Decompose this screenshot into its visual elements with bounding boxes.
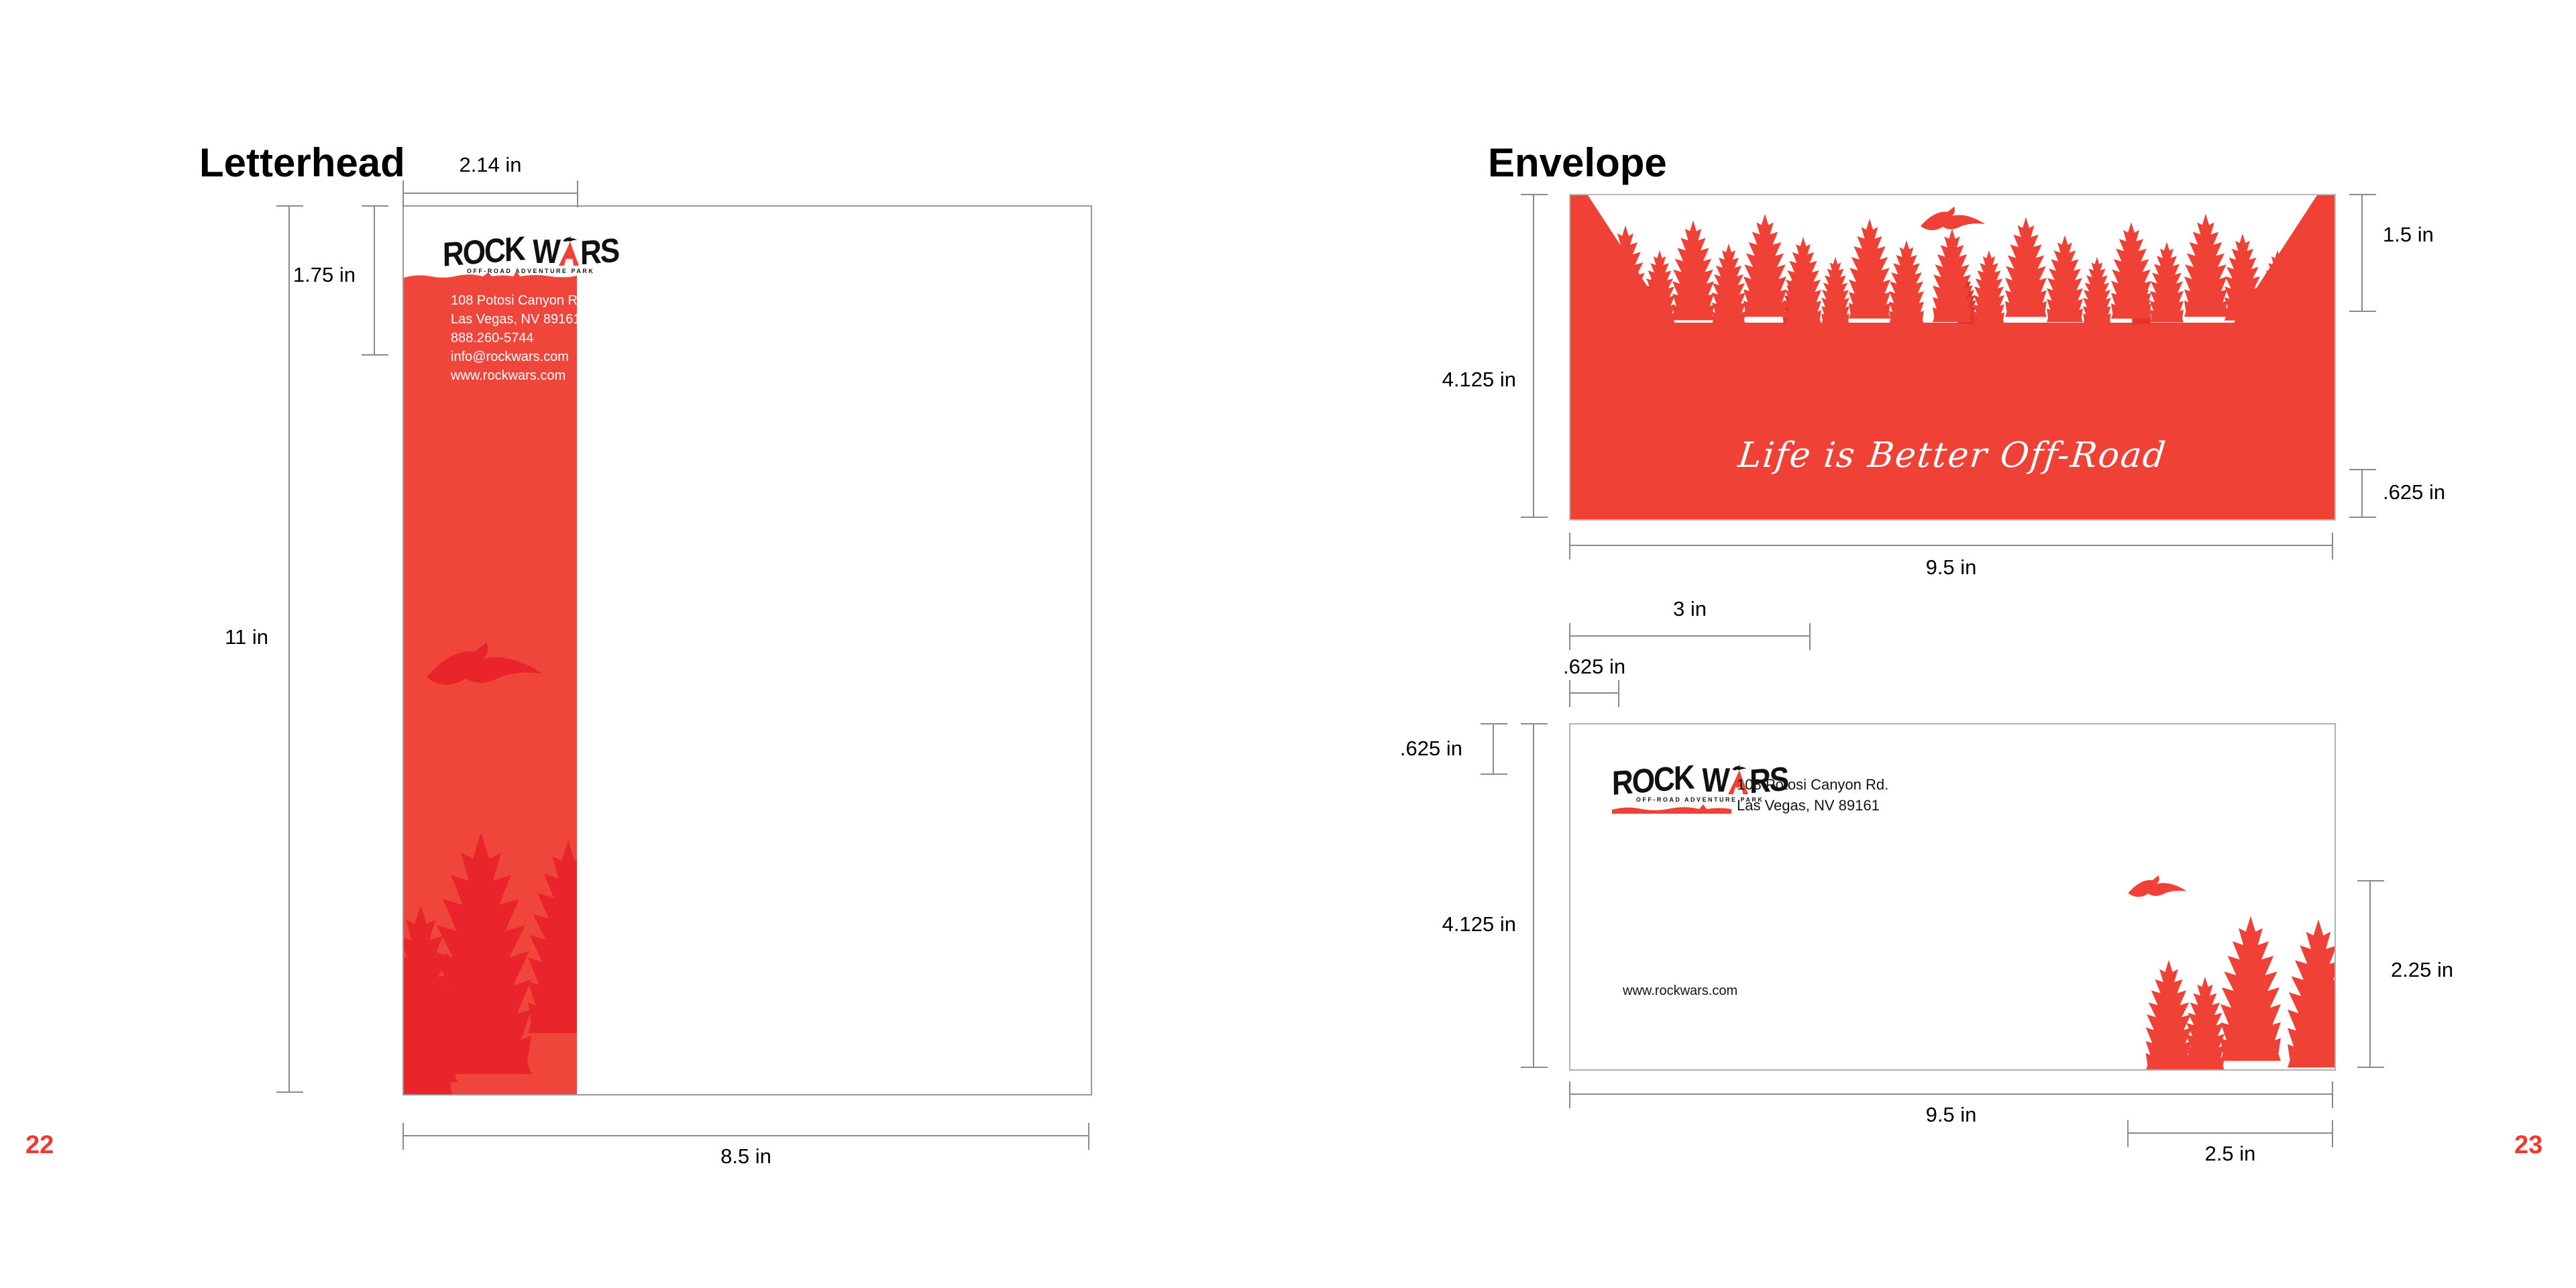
logo-text-w: W xyxy=(1701,761,1729,800)
logo-text-w: W xyxy=(531,233,560,271)
dim-line-bar-width xyxy=(402,180,578,207)
dim-line-header-height xyxy=(362,205,388,356)
envelope-back-design: Life is Better Off-Road xyxy=(1569,194,2336,521)
address-website: www.rockwars.com xyxy=(451,368,566,383)
dim-label-trees-width: 2.5 in xyxy=(2204,1142,2256,1165)
treeline-flap-graphic xyxy=(1570,195,2334,324)
dim-label-back-height: 4.125 in xyxy=(1442,368,1516,391)
letterhead-red-sidebar: 108 Potosi Canyon Rd. Las Vegas, NV 8916… xyxy=(404,271,589,1094)
letterhead-sheet: ROCK W RS OFF-ROAD ADVENTURE PARK 108 Po… xyxy=(402,205,1092,1095)
sidebar-wave-edge xyxy=(404,271,577,283)
dim-label-front-width: 9.5 in xyxy=(1925,1103,1977,1126)
dim-line-trees-height xyxy=(2357,880,2384,1068)
letterhead-title: Letterhead xyxy=(199,140,405,186)
address-phone: 888.260-5744 xyxy=(451,331,534,345)
dim-label-logo-block-width: 3 in xyxy=(1673,597,1707,621)
rockwars-logo-wordmark: ROCK W RS xyxy=(442,229,619,274)
logo-tagline: OFF-ROAD ADVENTURE PARK xyxy=(466,268,595,274)
dim-line-back-height xyxy=(1521,194,1548,518)
dim-line-flap-height xyxy=(2349,194,2376,312)
page-number-right: 23 xyxy=(2514,1131,2543,1159)
logo-bird-icon xyxy=(1732,765,1748,771)
dim-line-page-height xyxy=(276,205,303,1093)
address-line-2: Las Vegas, NV 89161 xyxy=(451,312,581,327)
rockwars-logo: ROCK W RS OFF-ROAD ADVENTURE PARK xyxy=(442,229,619,274)
envelope-website: www.rockwars.com xyxy=(1623,983,1738,998)
logo-text-rock: ROCK xyxy=(1611,758,1694,803)
dim-label-front-height: 4.125 in xyxy=(1442,912,1516,936)
address-email: info@rockwars.com xyxy=(451,350,569,364)
dim-line-front-height xyxy=(1521,723,1548,1068)
dim-line-logo-block-width xyxy=(1569,623,1811,650)
corner-trees-graphic xyxy=(2128,875,2334,1069)
pine-trees-silhouette xyxy=(404,833,577,1094)
logo-ground-swoosh xyxy=(1612,804,1731,814)
address-line-1: 108 Potosi Canyon Rd. xyxy=(1737,776,1889,793)
letterhead-address-block: 108 Potosi Canyon Rd. Las Vegas, NV 8916… xyxy=(451,291,589,385)
dim-line-bottom-margin xyxy=(2349,469,2376,518)
dim-label-bar-width: 2.14 in xyxy=(459,153,522,176)
envelope-front-design: ROCK W RS OFF-ROAD ADVENTURE PARK 108 Po… xyxy=(1569,723,2336,1071)
rockwars-logo-front: ROCK W RS OFF-ROAD ADVENTURE PARK xyxy=(1612,758,1788,814)
dim-line-trees-width xyxy=(2127,1120,2333,1147)
dim-label-trees-height: 2.25 in xyxy=(2391,958,2454,981)
dim-label-flap-height: 1.5 in xyxy=(2383,223,2434,246)
envelope-back-red-body xyxy=(1570,323,2334,519)
dim-label-page-height: 11 in xyxy=(225,625,268,649)
logo-text-rock: ROCK xyxy=(442,229,525,274)
dim-label-bottom-margin: .625 in xyxy=(2383,480,2446,504)
flying-bird-silhouette xyxy=(424,641,545,694)
dim-label-page-width: 8.5 in xyxy=(720,1144,771,1168)
address-line-2: Las Vegas, NV 89161 xyxy=(1737,797,1880,814)
dim-label-header-height: 1.75 in xyxy=(292,263,356,286)
logo-text-rs: RS xyxy=(580,231,619,272)
envelope-tagline-script: Life is Better Off-Road xyxy=(1736,435,2169,476)
page-number-left: 22 xyxy=(25,1131,54,1159)
logo-rock-a xyxy=(559,241,580,266)
dim-line-page-width xyxy=(402,1123,1089,1150)
logo-tagline: OFF-ROAD ADVENTURE PARK xyxy=(1635,796,1764,803)
envelope-return-address: 108 Potosi Canyon Rd. Las Vegas, NV 8916… xyxy=(1737,774,1888,816)
dim-line-logo-inset-x xyxy=(1569,680,1619,707)
envelope-title: Envelope xyxy=(1488,140,1667,186)
dim-label-logo-inset-y: .625 in xyxy=(1399,737,1462,760)
address-line-1: 108 Potosi Canyon Rd. xyxy=(451,293,589,308)
dim-label-logo-inset-x: .625 in xyxy=(1563,655,1626,678)
dim-line-back-width xyxy=(1569,533,2333,559)
logo-bird-icon xyxy=(563,236,578,243)
dim-line-front-width xyxy=(1569,1081,2333,1108)
dim-label-back-width: 9.5 in xyxy=(1925,555,1977,579)
dim-line-logo-inset-y xyxy=(1481,723,1507,775)
